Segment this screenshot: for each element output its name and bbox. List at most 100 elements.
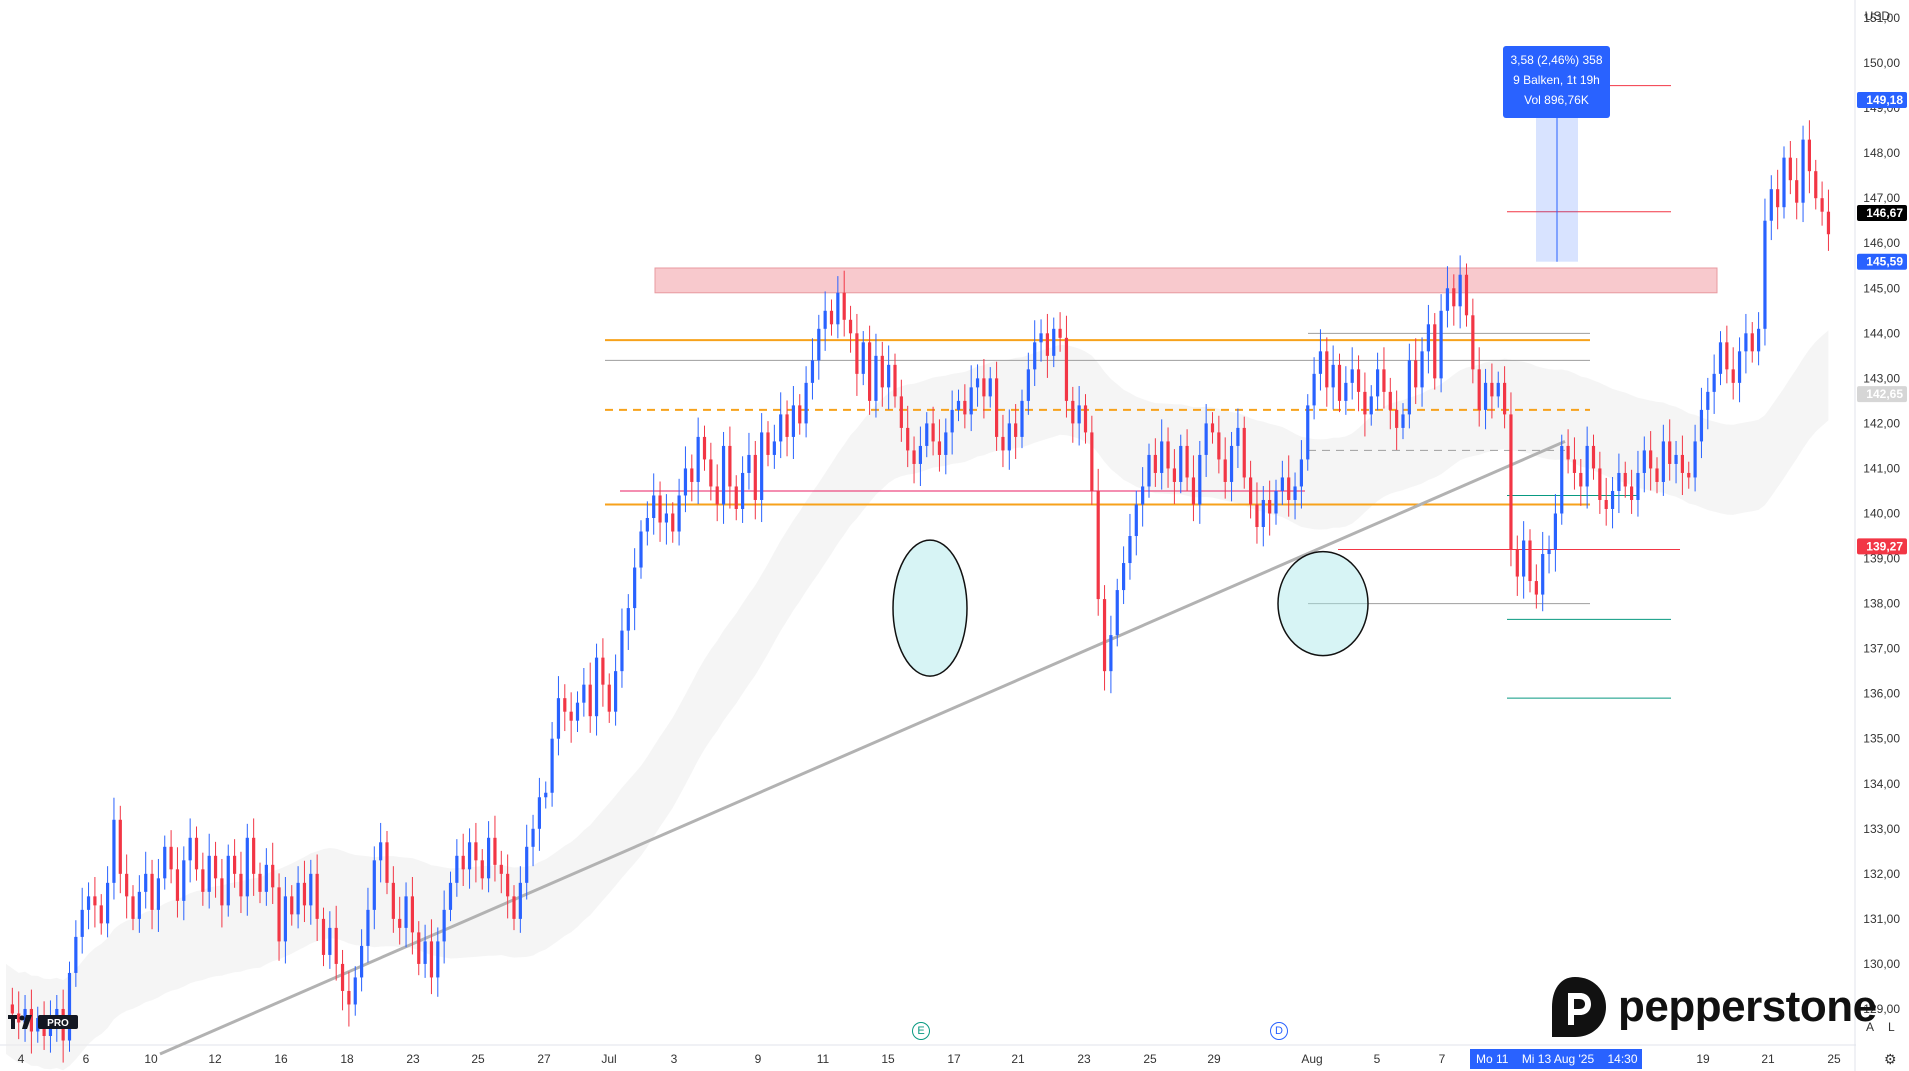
candle bbox=[620, 608, 624, 688]
candle bbox=[1655, 457, 1659, 494]
candle bbox=[1090, 415, 1094, 505]
candle bbox=[975, 364, 980, 407]
earnings-event-icon[interactable]: E bbox=[912, 1022, 930, 1040]
candle bbox=[810, 338, 815, 400]
candle bbox=[1388, 377, 1392, 430]
candle bbox=[531, 814, 535, 867]
annotations[interactable] bbox=[892, 99, 1578, 677]
candle bbox=[80, 887, 84, 954]
candle bbox=[1172, 449, 1176, 505]
time-tick-label: 4 bbox=[18, 1052, 25, 1066]
candle bbox=[1433, 313, 1437, 390]
candle bbox=[899, 379, 903, 442]
time-tick-label: 27 bbox=[537, 1052, 551, 1066]
candle bbox=[321, 907, 326, 967]
candle bbox=[29, 989, 33, 1054]
candle bbox=[1680, 435, 1684, 496]
candle bbox=[861, 331, 865, 386]
time-tick-label: 10 bbox=[144, 1052, 158, 1066]
candle bbox=[1058, 312, 1062, 352]
highlight-circle-aug[interactable] bbox=[1277, 550, 1369, 657]
price-tick-label: 129,00 bbox=[1863, 1002, 1900, 1016]
auto-scale-button[interactable]: A bbox=[1866, 1020, 1875, 1034]
price-tag: 139,27 bbox=[1857, 538, 1907, 555]
candle bbox=[131, 885, 135, 931]
candle bbox=[201, 852, 205, 906]
candle bbox=[1693, 424, 1697, 492]
candle bbox=[696, 417, 700, 505]
candle bbox=[391, 866, 395, 933]
candle bbox=[1630, 469, 1634, 514]
candle bbox=[163, 835, 167, 890]
candle bbox=[1077, 386, 1081, 446]
candle bbox=[912, 436, 916, 484]
candle bbox=[1553, 494, 1557, 572]
candle bbox=[963, 384, 967, 429]
candle bbox=[569, 692, 573, 743]
time-tick-label: 21 bbox=[1761, 1052, 1775, 1066]
price-tick-label: 143,00 bbox=[1863, 371, 1900, 385]
candle bbox=[360, 929, 364, 992]
time-tick-label: 25 bbox=[471, 1052, 485, 1066]
candle bbox=[1356, 355, 1361, 412]
log-scale-button[interactable]: L bbox=[1888, 1020, 1895, 1034]
measure-bars: 9 Balken, 1t 19h bbox=[1513, 73, 1600, 87]
candle bbox=[1344, 366, 1348, 415]
time-tick-label: 18 bbox=[340, 1052, 354, 1066]
candle bbox=[614, 654, 618, 726]
highlight-circle-jul[interactable] bbox=[892, 539, 968, 677]
svg-text:146,67: 146,67 bbox=[1866, 206, 1903, 220]
candle bbox=[436, 927, 440, 997]
candle bbox=[1376, 352, 1380, 411]
candle bbox=[1642, 436, 1646, 493]
candle bbox=[1826, 189, 1831, 251]
candle bbox=[296, 866, 300, 929]
price-tick-label: 130,00 bbox=[1863, 957, 1900, 971]
candle bbox=[112, 797, 116, 900]
candle bbox=[309, 859, 313, 925]
candle bbox=[1820, 181, 1824, 226]
resistance-zone-rect[interactable] bbox=[654, 267, 1718, 294]
trendline[interactable] bbox=[159, 440, 1566, 1056]
time-axis[interactable]: 4 6 10 12 16 18 23 25 27 Jul 3 9 11 15 17 21 23 25 29 Aug 5 7… bbox=[18, 1052, 1841, 1066]
candle bbox=[1001, 414, 1005, 468]
candle bbox=[1115, 578, 1119, 647]
candle bbox=[956, 389, 961, 422]
time-tick-label: 29 bbox=[1207, 1052, 1221, 1066]
candle bbox=[575, 691, 580, 732]
candle bbox=[1782, 146, 1786, 219]
time-tick-label: 12 bbox=[208, 1052, 222, 1066]
price-axis[interactable]: USD 129,00 130,00 131,00 132,00 133,00 134,00 1… bbox=[1856, 0, 1909, 1071]
candle bbox=[36, 1006, 40, 1043]
candle bbox=[1490, 363, 1494, 419]
candle bbox=[1712, 354, 1716, 414]
support-trendline[interactable] bbox=[159, 440, 1566, 1056]
candle bbox=[1560, 434, 1564, 525]
candle bbox=[925, 412, 929, 458]
candle bbox=[1014, 404, 1018, 459]
price-tick-label: 134,00 bbox=[1863, 777, 1900, 791]
candle bbox=[1547, 535, 1551, 574]
candle bbox=[1280, 460, 1284, 505]
candle bbox=[633, 548, 637, 631]
price-tick-label: 151,00 bbox=[1863, 11, 1900, 25]
candle bbox=[1426, 304, 1430, 374]
candle bbox=[747, 432, 751, 490]
measure-volume: Vol 896,76K bbox=[1524, 93, 1589, 107]
horizontal-levels[interactable] bbox=[605, 85, 1680, 699]
candle bbox=[1122, 546, 1126, 605]
candle bbox=[779, 392, 783, 459]
dividend-event-icon[interactable]: D bbox=[1270, 1022, 1288, 1040]
candle bbox=[442, 890, 446, 964]
resistance-zone[interactable] bbox=[654, 267, 1718, 294]
time-tick-label: 15 bbox=[881, 1052, 895, 1066]
candle bbox=[1312, 357, 1316, 420]
candle bbox=[99, 894, 103, 935]
settings-gear-icon[interactable]: ⚙ bbox=[1884, 1051, 1897, 1067]
candle bbox=[772, 424, 776, 469]
candle bbox=[1725, 325, 1729, 384]
candle bbox=[715, 464, 719, 522]
candle bbox=[194, 826, 199, 881]
candle bbox=[1141, 467, 1145, 527]
